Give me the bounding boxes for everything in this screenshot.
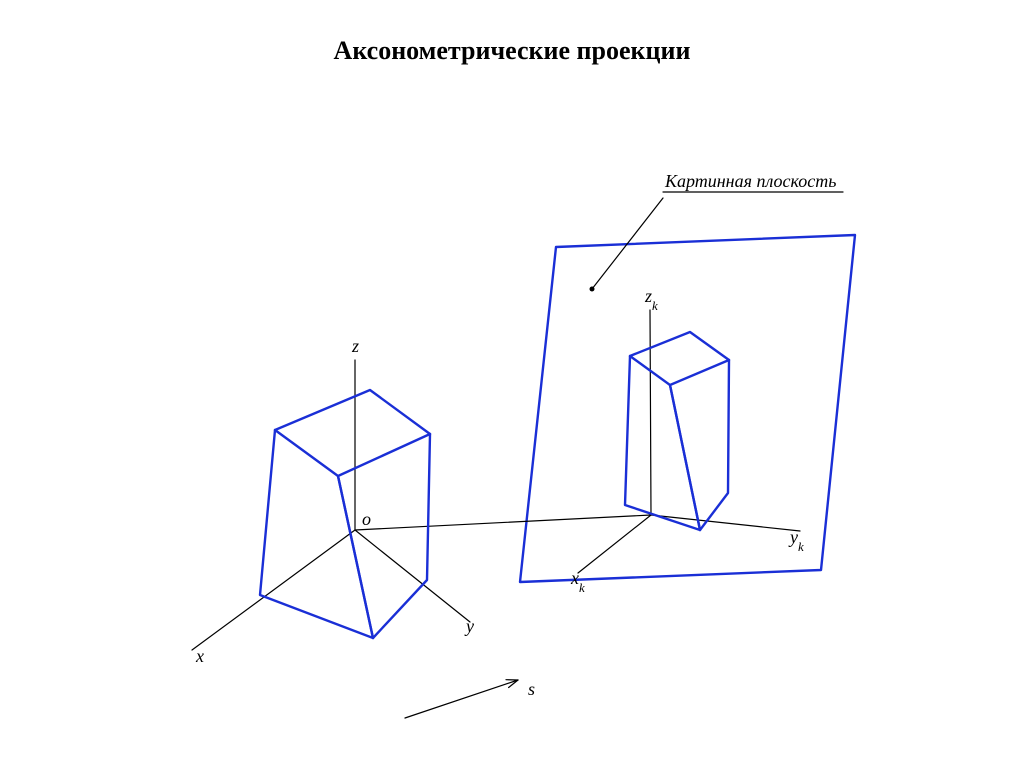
svg-text:Картинная плоскость: Картинная плоскость (664, 171, 836, 191)
s-arrow (405, 680, 518, 718)
svg-text:y: y (464, 616, 474, 636)
projection-line (355, 515, 651, 530)
prism-left (260, 390, 430, 638)
svg-text:x: x (195, 646, 204, 666)
svg-text:zk: zk (644, 286, 658, 313)
svg-text:xk: xk (570, 568, 585, 595)
svg-text:o: o (362, 509, 371, 529)
svg-text:z: z (351, 336, 359, 356)
picture-plane (520, 235, 855, 582)
prism-right (625, 332, 729, 530)
picture-plane-callout: Картинная плоскость (590, 171, 844, 292)
diagram-canvas: Картинная плоскость z o x y s zk xk yk (0, 0, 1024, 772)
svg-text:yk: yk (788, 527, 804, 554)
svg-text:s: s (528, 679, 535, 699)
axes-right (578, 310, 800, 573)
